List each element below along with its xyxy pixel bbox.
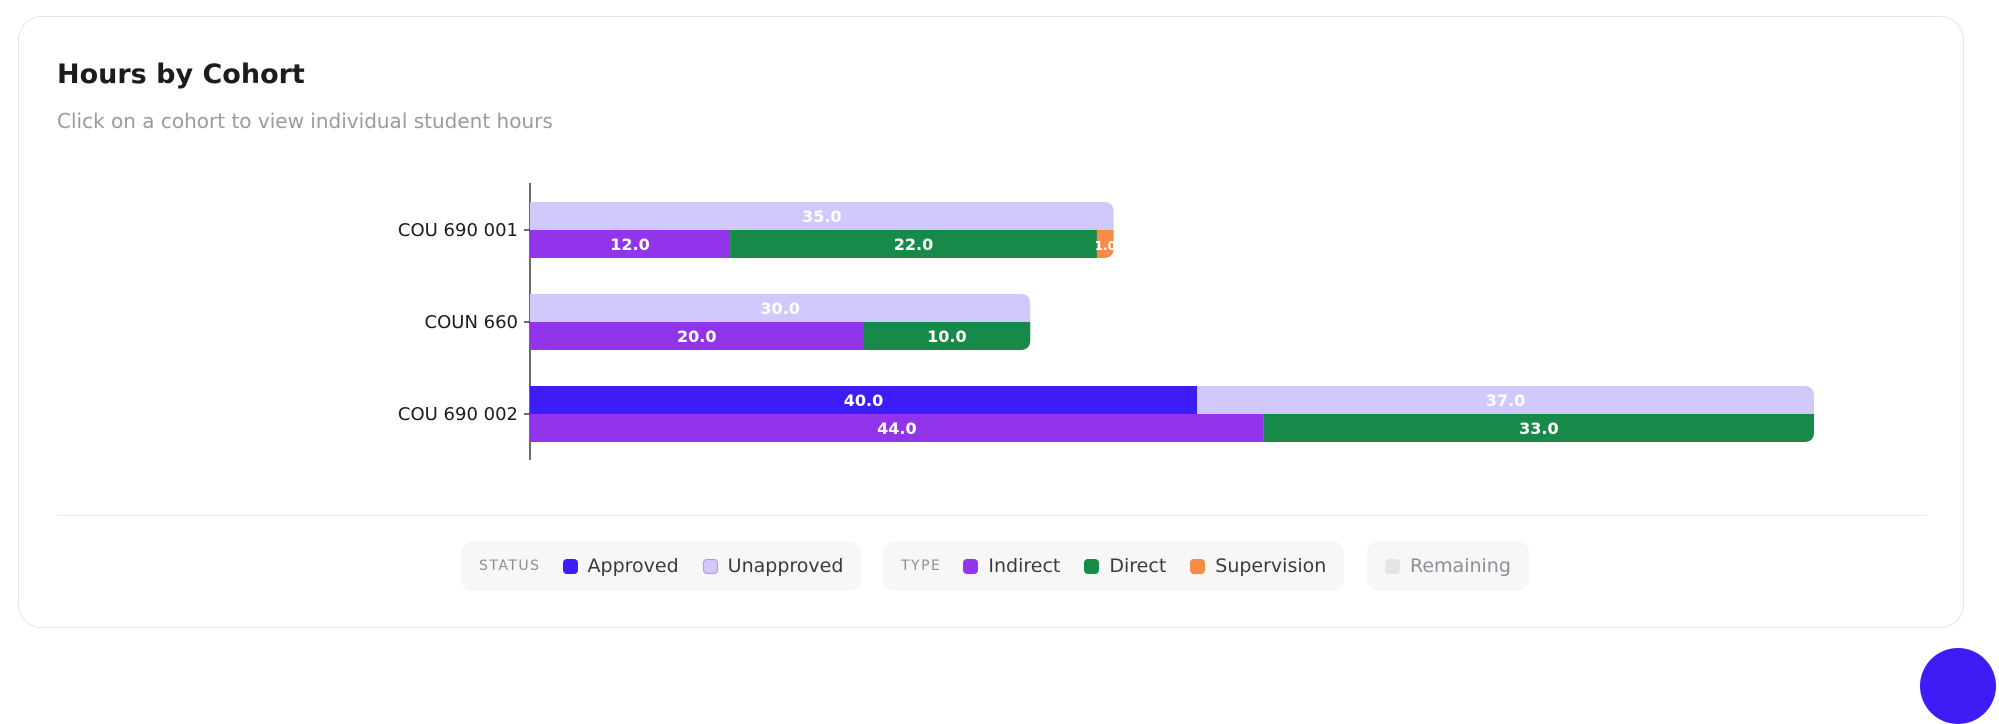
legend-status-title: STATUS [479, 558, 541, 574]
status-bar-unapproved-0[interactable] [530, 202, 1114, 230]
legend-remaining-group: Remaining [1367, 541, 1529, 591]
type-bar-direct-0[interactable] [730, 230, 1097, 258]
legend-item-indirect[interactable]: Indirect [963, 555, 1060, 577]
supervision-swatch-icon [1190, 558, 1206, 574]
type-bar-direct-2[interactable] [1263, 414, 1814, 442]
type-bar-direct-1[interactable] [863, 322, 1031, 350]
status-bar-unapproved-1[interactable] [530, 294, 1031, 322]
legend-label-indirect: Indirect [988, 555, 1061, 577]
status-label-unapproved-2: 37.0 [1486, 391, 1525, 410]
status-label-unapproved-0: 35.0 [802, 207, 841, 226]
type-label-indirect-0: 12.0 [610, 235, 649, 254]
card-title: Hours by Cohort [57, 59, 305, 90]
type-label-direct-1: 10.0 [927, 327, 966, 346]
legend-item-remaining[interactable]: Remaining [1385, 555, 1511, 577]
direct-swatch-icon [1084, 558, 1100, 574]
legend-status-group: STATUS Approved Unapproved [461, 541, 862, 591]
status-label-approved-2: 40.0 [844, 391, 883, 410]
type-label-direct-2: 33.0 [1519, 419, 1558, 438]
type-bar-indirect-0[interactable] [530, 230, 731, 258]
legend-label-supervision: Supervision [1215, 555, 1327, 577]
floating-action-button[interactable] [1920, 648, 1996, 724]
hours-by-cohort-card: Hours by Cohort Click on a cohort to vie… [18, 16, 1964, 628]
type-bar-supervision-0[interactable] [1096, 230, 1114, 258]
type-label-indirect-2: 44.0 [877, 419, 916, 438]
legend-label-direct: Direct [1109, 555, 1167, 577]
legend-divider [57, 515, 1927, 516]
cohort-hours-chart: COU 690 001 35.0 12.0 22.0 1.0 COUN 660 30.0 20… [398, 183, 1814, 460]
type-label-supervision-0: 1.0 [1095, 239, 1116, 253]
status-bar-unapproved-2[interactable] [1197, 386, 1814, 414]
status-bar-approved-2[interactable] [530, 386, 1198, 414]
type-bar-indirect-1[interactable] [530, 322, 864, 350]
approved-swatch-icon [562, 558, 578, 574]
legend-type-title: TYPE [901, 558, 942, 574]
legend-item-direct[interactable]: Direct [1084, 555, 1166, 577]
type-label-indirect-1: 20.0 [677, 327, 716, 346]
category-label-2[interactable]: COU 690 002 [398, 404, 518, 425]
legend-label-remaining: Remaining [1410, 555, 1511, 577]
legend-type-group: TYPE Indirect Direct Supervision [883, 541, 1345, 591]
remaining-swatch-icon [1385, 558, 1400, 574]
legend-item-approved[interactable]: Approved [562, 555, 679, 577]
legend-label-unapproved: Unapproved [727, 555, 844, 577]
legend-item-unapproved[interactable]: Unapproved [702, 555, 844, 577]
legend-item-supervision[interactable]: Supervision [1190, 555, 1326, 577]
indirect-swatch-icon [963, 558, 979, 574]
card-subtitle: Click on a cohort to view individual stu… [57, 109, 553, 133]
type-bar-indirect-2[interactable] [530, 414, 1264, 442]
category-label-1[interactable]: COUN 660 [425, 312, 518, 333]
status-label-unapproved-1: 30.0 [760, 299, 799, 318]
unapproved-swatch-icon [702, 558, 718, 574]
legend-label-approved: Approved [587, 555, 679, 577]
category-label-0[interactable]: COU 690 001 [398, 220, 518, 241]
type-label-direct-0: 22.0 [894, 235, 933, 254]
